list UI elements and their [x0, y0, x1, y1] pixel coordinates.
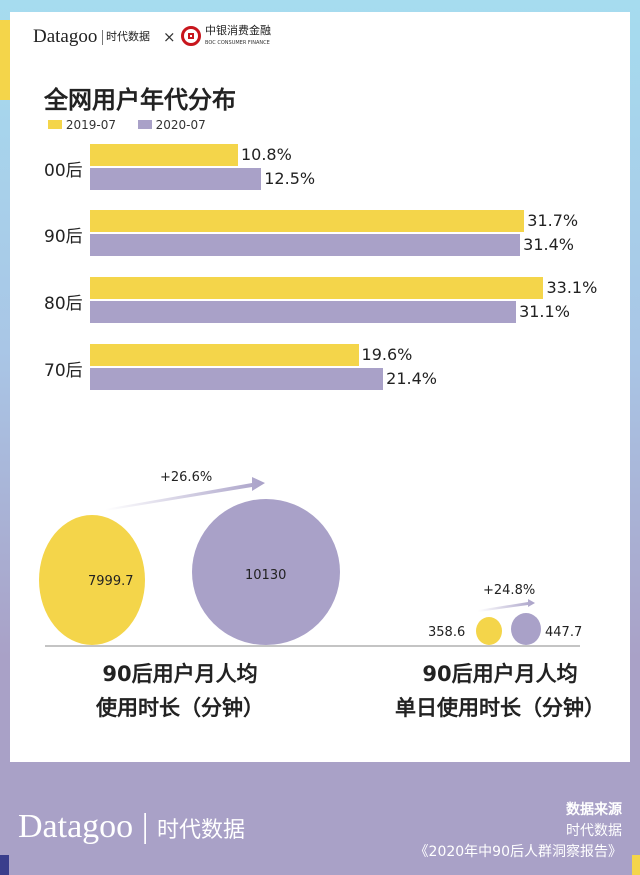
bar-value-label: 31.4% [523, 235, 574, 254]
title-line: 使用时长（分钟） [96, 696, 264, 720]
change-label-daily: +24.8% [483, 583, 536, 598]
brand-name: Datagoo [33, 26, 98, 47]
change-label-monthly: +26.6% [160, 470, 213, 485]
category-label: 90后 [44, 227, 83, 247]
footer-logo: Datagoo | 时代数据 [18, 808, 246, 845]
bar-2020-07 [90, 234, 521, 256]
bubble-label-monthly-2020: 10130 [245, 568, 287, 583]
bar-2019-07 [90, 144, 238, 166]
source-title: 数据来源 [566, 802, 622, 818]
navy-accent [0, 855, 9, 875]
bar-value-label: 19.6% [361, 345, 413, 364]
bubble-monthly-2020 [192, 499, 340, 645]
bar-2019-07 [90, 277, 544, 299]
bar-value-label: 12.5% [264, 169, 316, 188]
times-sign: × [163, 28, 176, 46]
yellow-accent-br [632, 855, 640, 875]
source-block: 数据来源 时代数据 《2020年中90后人群洞察报告》 [415, 800, 622, 863]
bar-2020-07 [90, 368, 384, 390]
title-line: 90后用户月人均 [422, 662, 578, 686]
legend: 2019-07 2020-07 [48, 118, 206, 132]
bar-value-label: 31.1% [519, 302, 570, 321]
legend-swatch-2020 [137, 120, 152, 129]
brand-cn: 时代数据 [106, 30, 150, 43]
bubble-label-daily-2019: 358.6 [428, 625, 466, 640]
bar-value-label: 10.8% [240, 145, 292, 164]
bar-value-label: 31.7% [527, 211, 579, 230]
bubble-daily-2020 [511, 613, 541, 645]
bubble-label-monthly-2019: 7999.7 [88, 574, 134, 589]
chart-title: 全网用户年代分布 [44, 86, 236, 114]
bar-value-label: 21.4% [386, 369, 437, 388]
legend-label-2020: 2020-07 [155, 118, 206, 132]
bar-value-label: 33.1% [546, 278, 598, 297]
partner-name: 中银消费金融 [205, 24, 271, 37]
category-label: 70后 [44, 361, 83, 381]
bubble-monthly-2019 [39, 515, 145, 645]
footer-brand-cn: 时代数据 [157, 818, 246, 843]
bar-2019-07 [90, 210, 525, 232]
bar-2019-07 [90, 344, 359, 366]
brand-separator [102, 30, 103, 45]
category-label: 00后 [44, 161, 83, 181]
legend-swatch-2019 [48, 120, 62, 129]
bubble-title-monthly: 90后用户月人均 使用时长（分钟） [60, 657, 300, 725]
source-name: 时代数据 [566, 823, 622, 839]
bubble-daily-2019 [476, 617, 502, 645]
source-report: 《2020年中90后人群洞察报告》 [414, 844, 622, 860]
legend-label-2019: 2019-07 [65, 118, 116, 132]
bubble-label-daily-2020: 447.7 [545, 625, 583, 640]
bar-2020-07 [90, 301, 517, 323]
bubble-title-daily: 90后用户月人均 单日使用时长（分钟） [370, 657, 630, 725]
boc-logo-icon [181, 26, 201, 46]
yellow-accent [0, 20, 10, 100]
growth-arrow-1 [105, 477, 265, 511]
title-line: 单日使用时长（分钟） [395, 696, 605, 720]
bar-2020-07 [90, 168, 262, 190]
partner-name-en: BOC CONSUMER FINANCE [205, 40, 270, 46]
title-line: 90后用户月人均 [102, 662, 258, 686]
category-label: 80后 [44, 294, 83, 314]
growth-arrow-2 [478, 599, 535, 612]
footer-brand: Datagoo [18, 808, 134, 845]
